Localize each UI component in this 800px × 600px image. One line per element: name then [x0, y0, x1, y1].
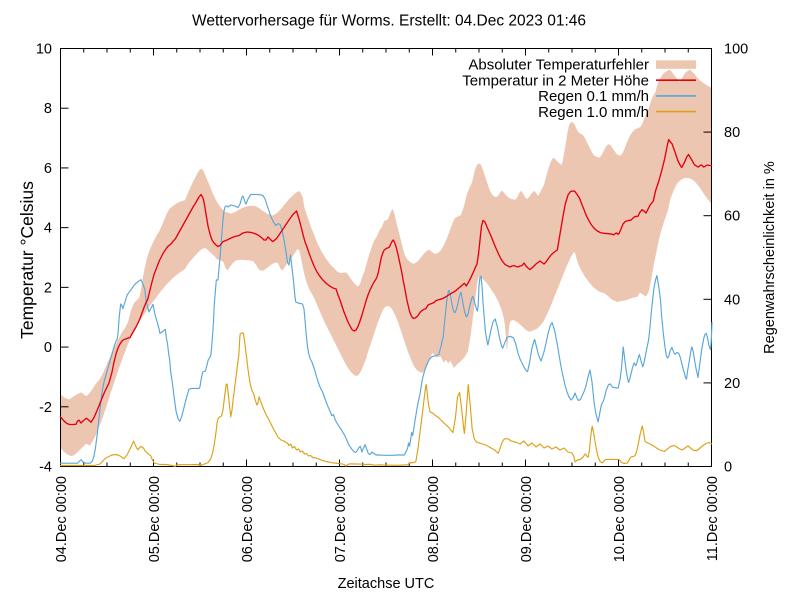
svg-text:80: 80 — [724, 125, 740, 141]
svg-text:Regen 0.1 mm/h: Regen 0.1 mm/h — [538, 88, 649, 105]
svg-text:60: 60 — [724, 209, 740, 225]
svg-text:Temperatur °Celsius: Temperatur °Celsius — [17, 181, 37, 339]
svg-text:Regenwahrscheinlichkeit in %: Regenwahrscheinlichkeit in % — [762, 161, 778, 354]
svg-text:Regen 1.0 mm/h: Regen 1.0 mm/h — [538, 104, 649, 121]
svg-text:0: 0 — [724, 459, 732, 475]
svg-text:-4: -4 — [39, 459, 52, 475]
svg-text:09.Dec 00:00: 09.Dec 00:00 — [519, 476, 535, 562]
svg-text:0: 0 — [44, 340, 52, 356]
svg-text:06.Dec 00:00: 06.Dec 00:00 — [240, 476, 256, 562]
svg-text:8: 8 — [44, 101, 52, 117]
svg-text:Zeitachse UTC: Zeitachse UTC — [338, 576, 435, 592]
svg-text:6: 6 — [44, 161, 52, 177]
svg-text:10.Dec 00:00: 10.Dec 00:00 — [612, 476, 628, 562]
svg-text:Absoluter Temperaturfehler: Absoluter Temperaturfehler — [468, 57, 649, 74]
svg-text:4: 4 — [44, 221, 52, 237]
svg-text:Temperatur in 2 Meter Höhe: Temperatur in 2 Meter Höhe — [462, 72, 649, 89]
svg-text:10: 10 — [36, 41, 52, 57]
svg-text:-2: -2 — [39, 400, 52, 416]
svg-text:04.Dec 00:00: 04.Dec 00:00 — [54, 476, 70, 562]
svg-text:07.Dec 00:00: 07.Dec 00:00 — [333, 476, 349, 562]
svg-text:100: 100 — [724, 41, 748, 57]
svg-text:2: 2 — [44, 280, 52, 296]
svg-text:20: 20 — [724, 376, 740, 392]
svg-text:Wettervorhersage für Worms. Er: Wettervorhersage für Worms. Erstellt: 04… — [192, 13, 586, 30]
svg-text:11.Dec 00:00: 11.Dec 00:00 — [705, 476, 721, 561]
svg-text:05.Dec 00:00: 05.Dec 00:00 — [147, 476, 163, 562]
svg-text:40: 40 — [724, 292, 740, 308]
svg-text:08.Dec 00:00: 08.Dec 00:00 — [426, 476, 442, 562]
